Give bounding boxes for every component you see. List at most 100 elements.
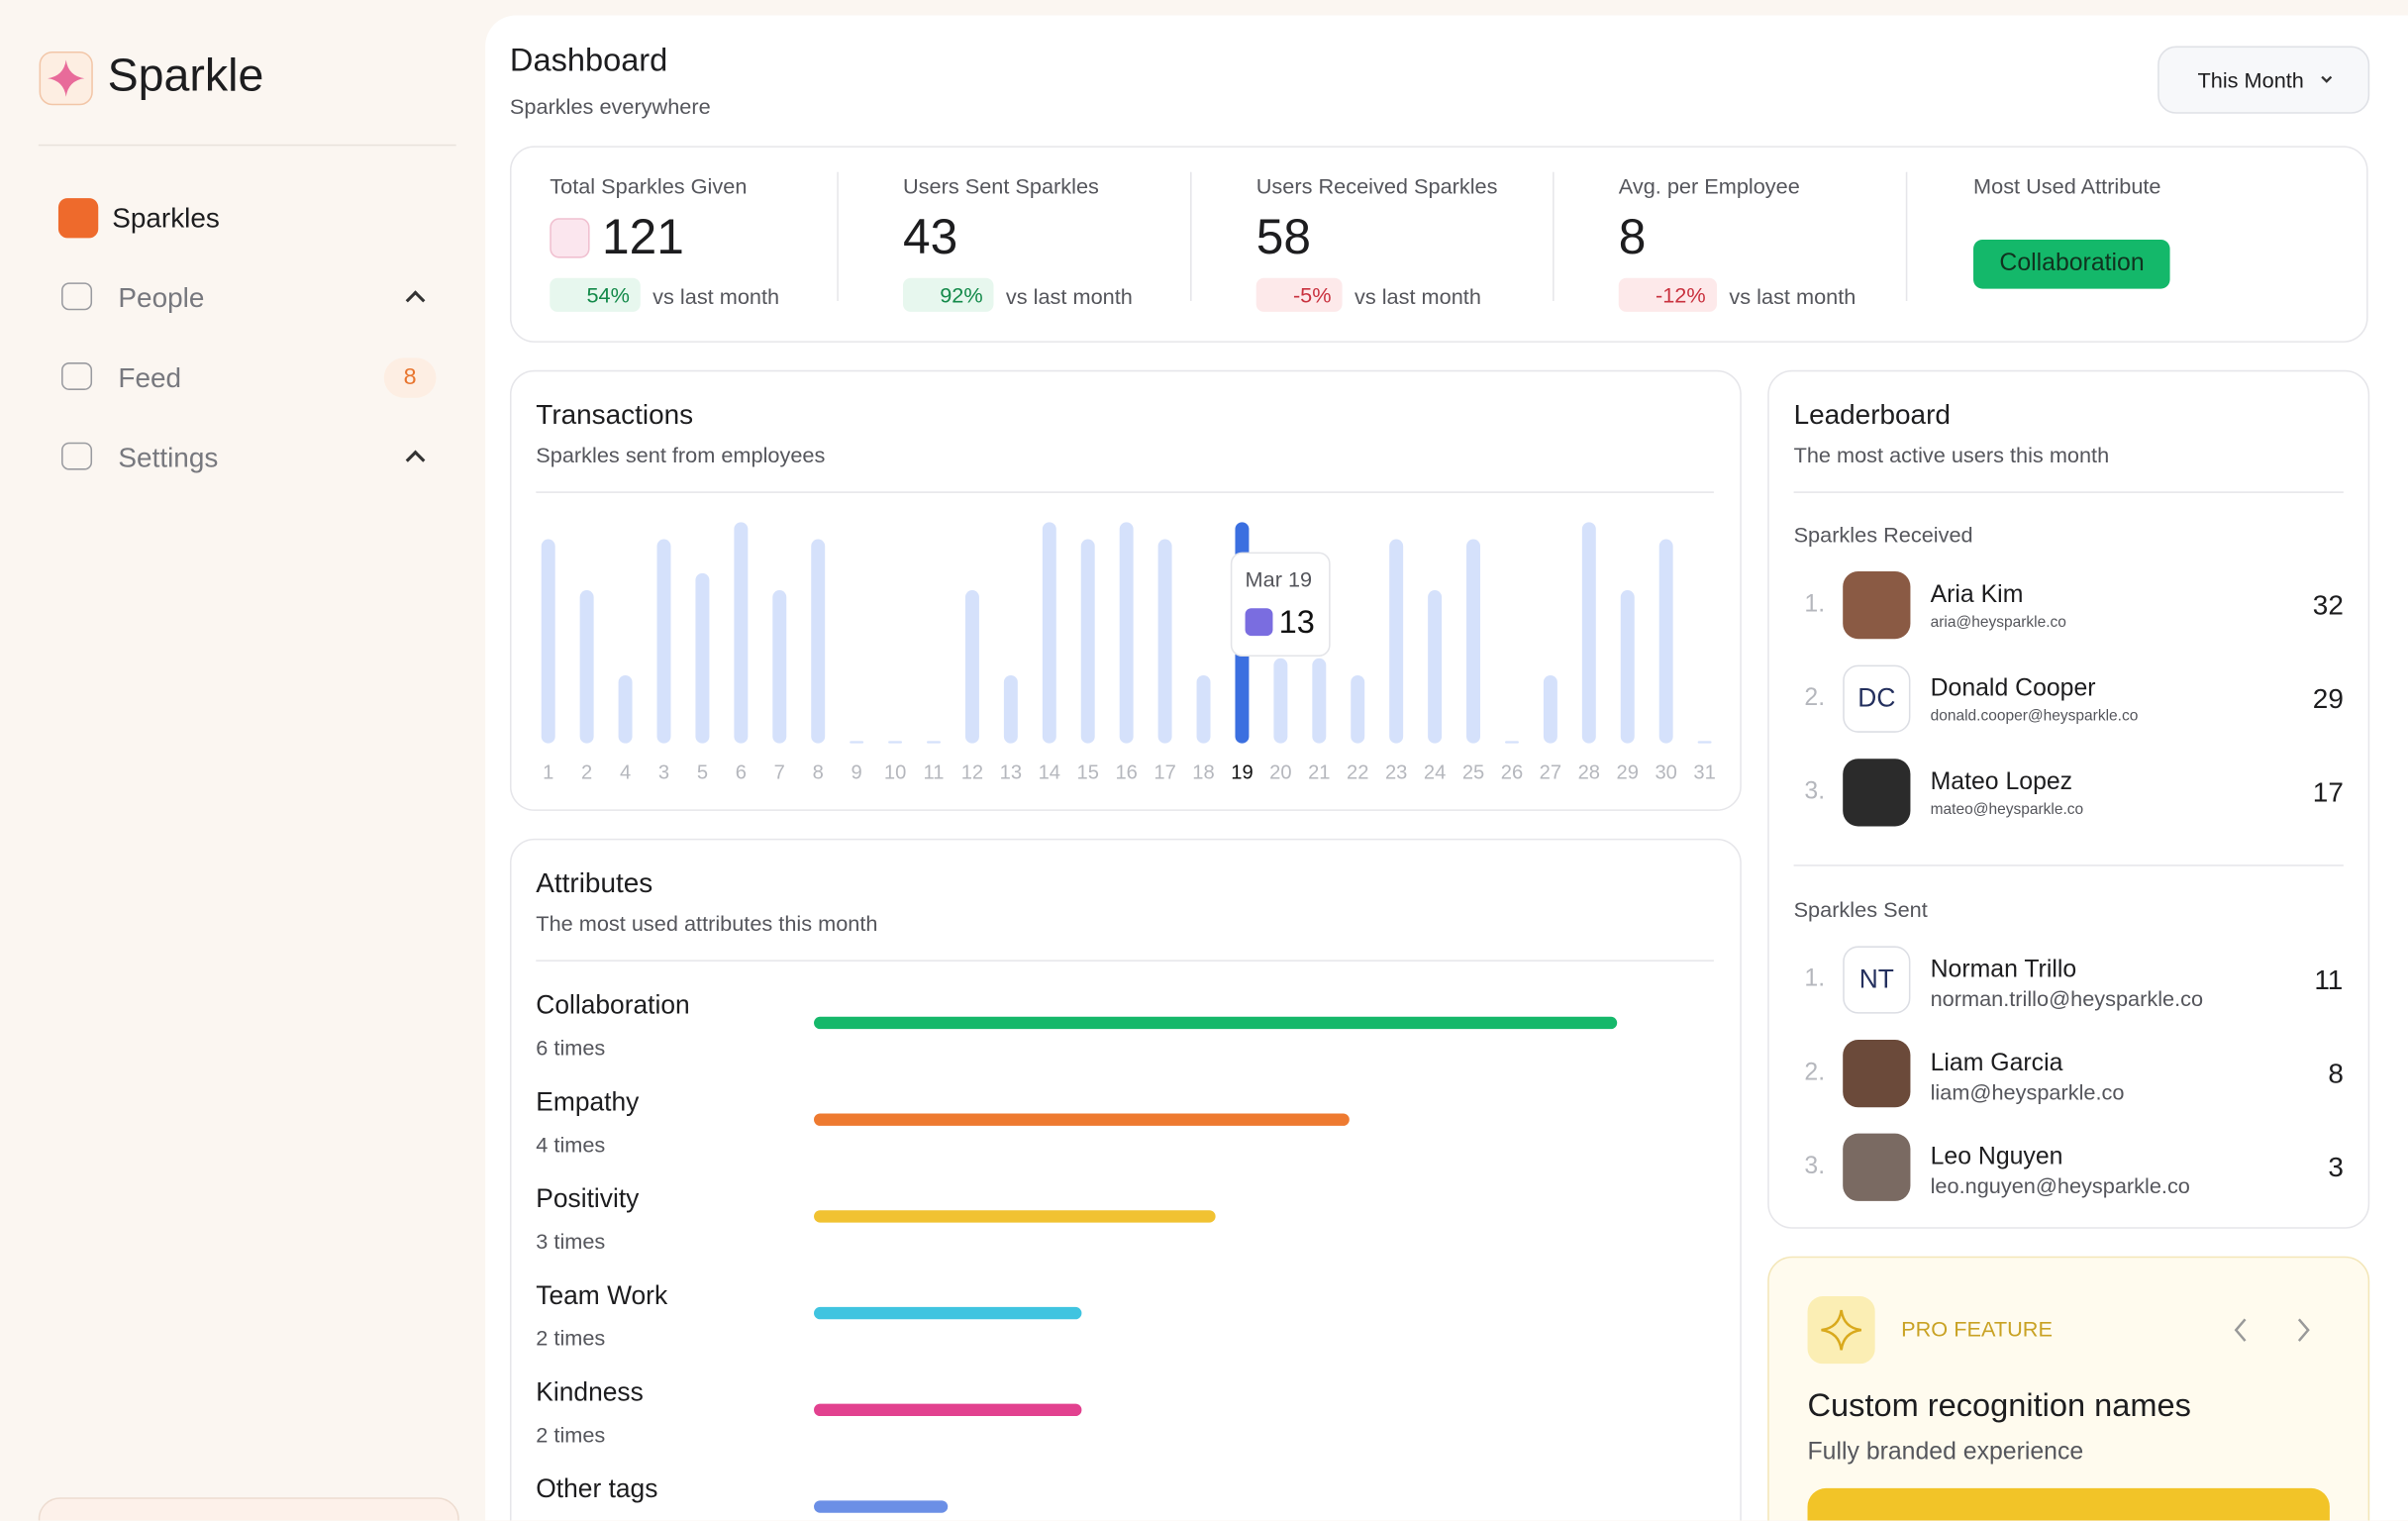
user-count: 11 — [2314, 964, 2344, 996]
stat-label: Most Used Attribute — [1973, 173, 2161, 199]
x-tick-label: 29 — [1617, 761, 1639, 783]
bar — [1697, 741, 1712, 744]
user-email: mateo@heysparkle.co — [1930, 801, 2084, 819]
tooltip-icon — [1245, 608, 1273, 637]
attribute-name: Other tags — [536, 1473, 658, 1504]
stat-change: -5% — [1255, 277, 1343, 312]
x-tick-label: 1 — [543, 761, 553, 783]
attribute-name: Collaboration — [536, 990, 690, 1020]
x-tick-label: 22 — [1347, 761, 1368, 783]
pro-button[interactable] — [1807, 1487, 2330, 1521]
nav-icon — [61, 442, 93, 470]
bar — [1581, 522, 1596, 744]
pro-tag: PRO FEATURE — [1901, 1316, 2053, 1342]
user-email: leo.nguyen@heysparkle.co — [1930, 1172, 2190, 1198]
card-subtitle: The most active users this month — [1793, 442, 2110, 467]
nav-icon — [61, 282, 93, 311]
pro-subtitle: Fully branded experience — [1807, 1439, 2084, 1466]
bar — [964, 590, 979, 744]
period-select[interactable]: This Month — [2157, 46, 2370, 114]
pager[interactable] — [2227, 1315, 2319, 1346]
avatar: DC — [1843, 664, 1911, 733]
stat-divider — [1553, 171, 1555, 301]
bar — [1466, 539, 1481, 744]
attributes-card — [509, 838, 1742, 1521]
pro-icon — [1807, 1296, 1875, 1365]
nav-badge: 8 — [383, 357, 437, 398]
bar — [1196, 674, 1211, 744]
bar — [1620, 590, 1635, 744]
x-tick-label: 3 — [658, 761, 669, 783]
chart-subtitle: The most used attributes this month — [536, 910, 878, 936]
attribute-badge: Collaboration — [1973, 239, 2170, 289]
bar — [579, 590, 594, 744]
x-tick-label: 19 — [1231, 761, 1253, 783]
avatar: NT — [1843, 946, 1911, 1014]
x-tick-label: 24 — [1424, 761, 1446, 783]
bar — [1080, 539, 1095, 744]
x-tick-label: 17 — [1154, 761, 1175, 783]
chart-subtitle: Sparkles sent from employees — [536, 442, 826, 467]
x-tick-label: 15 — [1077, 761, 1099, 783]
attribute-bar — [814, 1016, 1618, 1030]
x-tick-label: 4 — [620, 761, 631, 783]
bar — [811, 539, 826, 744]
brand: Sparkle — [107, 51, 264, 102]
stat-icon — [550, 218, 590, 258]
stat-change: -12% — [1618, 277, 1717, 312]
avatar — [1843, 1040, 1911, 1108]
rank: 3. — [1804, 778, 1826, 805]
x-tick-label: 2 — [581, 761, 592, 783]
nav-label: People — [118, 282, 205, 314]
stat-label: Total Sparkles Given — [550, 173, 748, 199]
x-tick-label: 16 — [1115, 761, 1137, 783]
page-subtitle: Sparkles everywhere — [509, 93, 711, 119]
x-tick-label: 18 — [1192, 761, 1214, 783]
bar — [618, 674, 633, 744]
attribute-bar — [814, 1500, 949, 1513]
x-tick-label: 14 — [1039, 761, 1060, 783]
rank: 2. — [1804, 1060, 1826, 1086]
user-name: Norman Trillo — [1930, 957, 2077, 983]
stat-label: Users Sent Sparkles — [902, 173, 1099, 199]
bar — [1119, 522, 1134, 744]
rank: 1. — [1804, 965, 1826, 992]
attribute-name: Kindness — [536, 1377, 644, 1407]
user-count: 3 — [2328, 1152, 2344, 1183]
divider — [1793, 491, 2344, 493]
card-title: Leaderboard — [1793, 399, 1951, 431]
bar — [734, 522, 749, 744]
x-tick-label: 27 — [1540, 761, 1561, 783]
user-email: liam@heysparkle.co — [1930, 1079, 2125, 1105]
x-tick-label: 5 — [697, 761, 708, 783]
stat-change: 92% — [902, 277, 994, 312]
x-tick-label: 12 — [961, 761, 983, 783]
pro-title: Custom recognition names — [1807, 1388, 2191, 1424]
avatar — [1843, 759, 1911, 827]
stat-divider — [1905, 171, 1908, 301]
bar — [850, 741, 864, 744]
user-name: Aria Kim — [1930, 581, 2024, 609]
user-count: 29 — [2312, 683, 2344, 715]
stat-compare: vs last month — [652, 283, 780, 309]
avatar — [1843, 1133, 1911, 1201]
user-count: 32 — [2312, 589, 2344, 621]
divider — [38, 144, 456, 147]
attribute-bar — [814, 1113, 1350, 1126]
nav-icon — [61, 362, 93, 390]
user-name: Mateo Lopez — [1930, 769, 2073, 796]
divider — [536, 491, 1714, 493]
section-title: Sparkles Received — [1793, 522, 1973, 548]
stat-value: 43 — [902, 208, 958, 264]
x-tick-label: 26 — [1501, 761, 1523, 783]
x-tick-label: 25 — [1462, 761, 1484, 783]
chevron — [2321, 75, 2333, 83]
stat-value: 58 — [1255, 208, 1311, 264]
nav-icon — [57, 198, 99, 239]
avatar — [1843, 570, 1911, 640]
nav-label: Sparkles — [112, 202, 220, 234]
x-tick-label: 30 — [1655, 761, 1676, 783]
stat-value: 121 — [601, 208, 684, 264]
